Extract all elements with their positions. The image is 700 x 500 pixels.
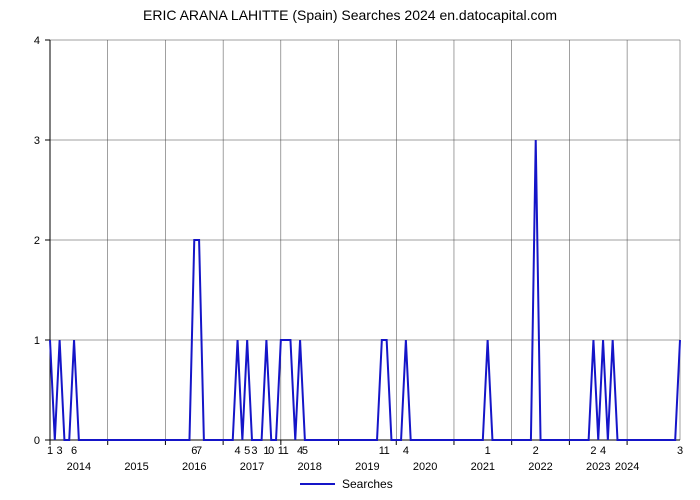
x-year-label: 2015 bbox=[124, 461, 148, 473]
point-value-label: 0 bbox=[268, 445, 274, 457]
y-tick-label: 4 bbox=[34, 35, 40, 47]
y-tick-label: 2 bbox=[34, 235, 40, 247]
point-value-label: 1 bbox=[485, 445, 491, 457]
chart-background bbox=[0, 0, 700, 500]
x-year-label: 2021 bbox=[471, 461, 495, 473]
x-year-label: 2022 bbox=[528, 461, 552, 473]
x-year-label: 2016 bbox=[182, 461, 206, 473]
chart-title: ERIC ARANA LAHITTE (Spain) Searches 2024… bbox=[143, 7, 557, 23]
x-year-label: 2020 bbox=[413, 461, 437, 473]
point-value-label: 2 bbox=[533, 445, 539, 457]
point-value-label: 4 bbox=[403, 445, 409, 457]
point-value-label: 5 bbox=[302, 445, 308, 457]
point-value-label: 4 bbox=[600, 445, 606, 457]
x-year-label: 2017 bbox=[240, 461, 264, 473]
point-value-label: 6 bbox=[71, 445, 77, 457]
x-year-label: 2024 bbox=[615, 461, 639, 473]
point-value-label: 5 bbox=[244, 445, 250, 457]
point-value-label: 1 bbox=[384, 445, 390, 457]
legend-label: Searches bbox=[342, 477, 393, 491]
point-value-label: 2 bbox=[590, 445, 596, 457]
x-year-label: 2023 bbox=[586, 461, 610, 473]
y-tick-label: 3 bbox=[34, 135, 40, 147]
y-tick-label: 1 bbox=[34, 335, 40, 347]
x-year-label: 2014 bbox=[67, 461, 91, 473]
point-value-label: 3 bbox=[677, 445, 683, 457]
x-year-label: 2019 bbox=[355, 461, 379, 473]
point-value-label: 1 bbox=[283, 445, 289, 457]
point-value-label: 7 bbox=[196, 445, 202, 457]
point-value-label: 3 bbox=[57, 445, 63, 457]
point-value-label: 3 bbox=[251, 445, 257, 457]
chart-container: ERIC ARANA LAHITTE (Spain) Searches 2024… bbox=[0, 0, 700, 500]
point-value-label: 1 bbox=[47, 445, 53, 457]
x-year-label: 2018 bbox=[297, 461, 321, 473]
point-value-label: 4 bbox=[234, 445, 240, 457]
y-tick-label: 0 bbox=[34, 435, 40, 447]
